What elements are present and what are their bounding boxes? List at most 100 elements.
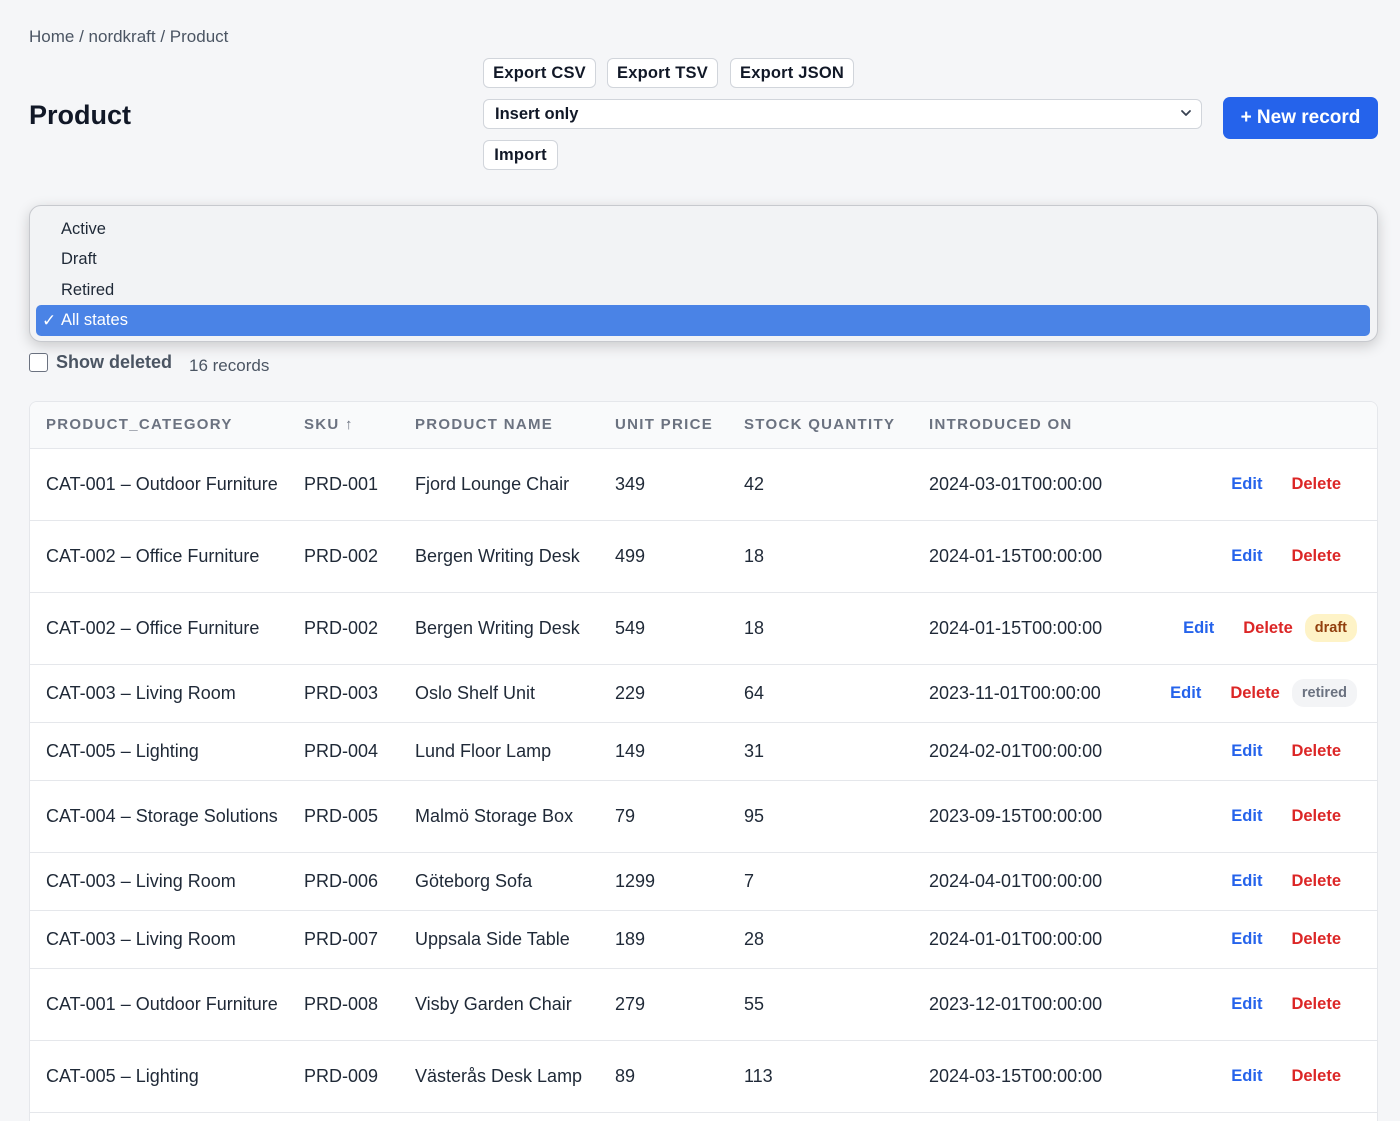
- table-row: CAT-001 – Outdoor Furniture PRD-001 Fjord …: [30, 448, 1377, 521]
- cell-actions: Edit Delete: [1141, 448, 1377, 521]
- column-header-stock-quantity[interactable]: STOCK QUANTITY: [728, 402, 913, 449]
- cell-actions: Edit Delete: [1141, 520, 1377, 593]
- column-header-introduced-on[interactable]: INTRODUCED ON: [913, 402, 1141, 449]
- delete-link[interactable]: Delete: [1291, 547, 1341, 565]
- state-option-retired[interactable]: Retired: [61, 280, 115, 299]
- delete-link[interactable]: Delete: [1243, 619, 1293, 637]
- cell-product-name: Oslo Shelf Unit: [399, 664, 599, 723]
- cell-stock-quantity: 42: [728, 448, 913, 521]
- table-row: CAT-002 – Office Furniture PRD-002 Bergen …: [30, 592, 1377, 665]
- import-mode-value: Insert only: [495, 104, 579, 123]
- table-header-row: PRODUCT_CATEGORY SKU ↑ PRODUCT NAME UNIT…: [30, 402, 1377, 449]
- cell-product-name: Bergen Writing Desk: [399, 520, 599, 593]
- cell-stock-quantity: 64: [728, 664, 913, 723]
- row-actions: Edit Delete: [1157, 1065, 1369, 1087]
- edit-link[interactable]: Edit: [1231, 995, 1263, 1013]
- delete-link[interactable]: Delete: [1230, 684, 1280, 702]
- cell-unit-price: 189: [599, 910, 728, 969]
- column-header-product-name[interactable]: PRODUCT NAME: [399, 402, 599, 449]
- table-body: CAT-001 – Outdoor Furniture PRD-001 Fjord …: [30, 448, 1377, 1113]
- delete-link[interactable]: Delete: [1291, 930, 1341, 948]
- breadcrumb-separator: /: [155, 27, 170, 46]
- status-badge: retired: [1291, 679, 1357, 707]
- cell-actions: Edit Delete: [1141, 968, 1377, 1041]
- table-row: CAT-003 – Living Room PRD-003 Oslo Shelf U…: [30, 664, 1377, 723]
- show-deleted-checkbox[interactable]: [29, 353, 48, 372]
- import-button[interactable]: Import: [483, 140, 558, 170]
- edit-link[interactable]: Edit: [1231, 475, 1263, 493]
- cell-product-name: Visby Garden Chair: [399, 968, 599, 1041]
- cell-introduced-on: 2023-09-15T00:00:00: [913, 780, 1141, 853]
- cell-unit-price: 89: [599, 1040, 728, 1113]
- export-csv-button[interactable]: Export CSV: [483, 58, 596, 88]
- delete-link[interactable]: Delete: [1291, 742, 1341, 760]
- edit-link[interactable]: Edit: [1231, 742, 1263, 760]
- table-row: CAT-004 – Storage Solutions PRD-005 Malmö …: [30, 780, 1377, 853]
- cell-unit-price: 549: [599, 592, 728, 665]
- table-row: CAT-001 – Outdoor Furniture PRD-008 Visby …: [30, 968, 1377, 1041]
- cell-unit-price: 499: [599, 520, 728, 593]
- cell-sku: PRD-001: [288, 448, 399, 521]
- edit-link[interactable]: Edit: [1183, 619, 1215, 637]
- breadcrumb-separator: /: [74, 27, 89, 46]
- state-option-label: All states: [61, 311, 128, 329]
- export-tsv-button[interactable]: Export TSV: [607, 58, 718, 88]
- edit-link[interactable]: Edit: [1231, 1067, 1263, 1085]
- cell-stock-quantity: 7: [728, 852, 913, 911]
- row-actions: Edit Delete: [1157, 473, 1369, 495]
- cell-product-category: CAT-003 – Living Room: [30, 852, 288, 911]
- cell-unit-price: 149: [599, 722, 728, 781]
- delete-link[interactable]: Delete: [1291, 995, 1341, 1013]
- edit-link[interactable]: Edit: [1231, 547, 1263, 565]
- cell-product-category: CAT-001 – Outdoor Furniture: [30, 448, 288, 521]
- row-actions: Edit Delete: [1157, 870, 1369, 892]
- delete-link[interactable]: Delete: [1291, 807, 1341, 825]
- cell-sku: PRD-008: [288, 968, 399, 1041]
- cell-stock-quantity: 55: [728, 968, 913, 1041]
- cell-product-category: CAT-003 – Living Room: [30, 664, 288, 723]
- import-mode-select[interactable]: Insert only: [483, 99, 1202, 129]
- column-header-sku[interactable]: SKU ↑: [288, 402, 399, 449]
- cell-introduced-on: 2024-04-01T00:00:00: [913, 852, 1141, 911]
- edit-link[interactable]: Edit: [1170, 684, 1202, 702]
- show-deleted-toggle[interactable]: Show deleted: [29, 352, 172, 373]
- cell-product-name: Fjord Lounge Chair: [399, 448, 599, 521]
- status-badge: draft: [1304, 614, 1357, 642]
- breadcrumb-home[interactable]: Home: [29, 27, 75, 46]
- table-row: CAT-002 – Office Furniture PRD-002 Bergen …: [30, 520, 1377, 593]
- edit-link[interactable]: Edit: [1231, 807, 1263, 825]
- cell-sku: PRD-002: [288, 520, 399, 593]
- state-option-active[interactable]: Active: [61, 219, 106, 238]
- breadcrumb: Home / nordkraft / Product: [29, 27, 228, 47]
- cell-stock-quantity: 31: [728, 722, 913, 781]
- column-header-product-category[interactable]: PRODUCT_CATEGORY: [30, 402, 288, 449]
- state-option-draft[interactable]: Draft: [61, 249, 97, 268]
- cell-unit-price: 349: [599, 448, 728, 521]
- cell-sku: PRD-007: [288, 910, 399, 969]
- cell-introduced-on: 2024-03-01T00:00:00: [913, 448, 1141, 521]
- cell-stock-quantity: 95: [728, 780, 913, 853]
- cell-actions: Edit Delete: [1141, 852, 1377, 911]
- export-json-button[interactable]: Export JSON: [730, 58, 854, 88]
- cell-introduced-on: 2023-11-01T00:00:00: [913, 664, 1141, 723]
- cell-product-category: CAT-004 – Storage Solutions: [30, 780, 288, 853]
- delete-link[interactable]: Delete: [1291, 872, 1341, 890]
- cell-stock-quantity: 18: [728, 520, 913, 593]
- cell-product-category: CAT-003 – Living Room: [30, 910, 288, 969]
- breadcrumb-project[interactable]: nordkraft: [88, 27, 156, 46]
- table-row: CAT-003 – Living Room PRD-007 Uppsala Side…: [30, 910, 1377, 969]
- cell-actions: Edit Delete: [1141, 780, 1377, 853]
- cell-sku: PRD-002: [288, 592, 399, 665]
- state-filter-dropdown: Active Draft Retired ✓ All states: [29, 205, 1378, 342]
- edit-link[interactable]: Edit: [1231, 930, 1263, 948]
- delete-link[interactable]: Delete: [1291, 475, 1341, 493]
- cell-product-name: Malmö Storage Box: [399, 780, 599, 853]
- cell-unit-price: 1299: [599, 852, 728, 911]
- cell-sku: PRD-004: [288, 722, 399, 781]
- edit-link[interactable]: Edit: [1231, 872, 1263, 890]
- delete-link[interactable]: Delete: [1291, 1067, 1341, 1085]
- row-actions: Edit Delete: [1157, 740, 1369, 762]
- column-header-unit-price[interactable]: UNIT PRICE: [599, 402, 728, 449]
- new-record-button[interactable]: + New record: [1223, 97, 1378, 139]
- state-option-all-states[interactable]: ✓ All states: [36, 305, 1370, 336]
